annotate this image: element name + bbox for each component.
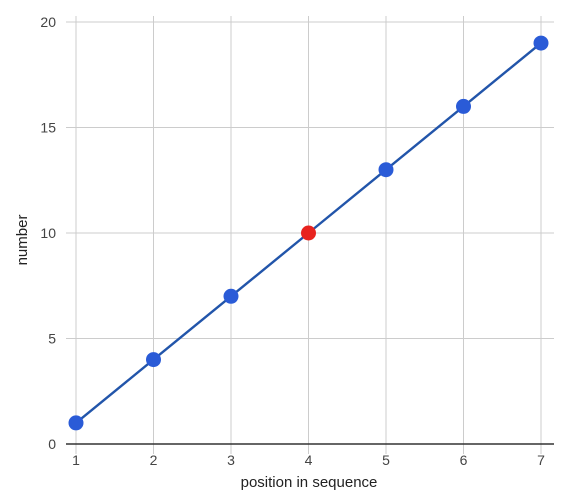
data-point <box>223 288 239 304</box>
data-point <box>533 35 549 51</box>
x-tick-label: 3 <box>227 452 235 468</box>
x-tick-label: 4 <box>305 452 313 468</box>
grid-lines <box>66 16 554 454</box>
data-points <box>68 35 549 431</box>
y-tick-label: 10 <box>40 225 56 241</box>
x-tick-label: 6 <box>460 452 468 468</box>
y-axis-title: number <box>14 215 31 266</box>
data-point <box>456 98 471 114</box>
data-point <box>68 415 84 431</box>
x-tick-label: 7 <box>537 452 545 468</box>
y-tick-label: 15 <box>40 120 56 136</box>
y-tick-label: 20 <box>40 14 56 30</box>
y-tick-label: 5 <box>48 331 56 347</box>
data-point <box>146 352 161 368</box>
x-axis-title: position in sequence <box>241 474 378 491</box>
x-tick-label: 1 <box>72 452 80 468</box>
x-tick-label: 5 <box>382 452 390 468</box>
highlighted-data-point <box>301 225 316 241</box>
tick-labels: 0 5 10 15 20 1 2 3 4 5 6 7 <box>40 14 545 468</box>
y-tick-label: 0 <box>48 436 56 452</box>
data-point <box>378 162 394 178</box>
x-tick-label: 2 <box>150 452 158 468</box>
